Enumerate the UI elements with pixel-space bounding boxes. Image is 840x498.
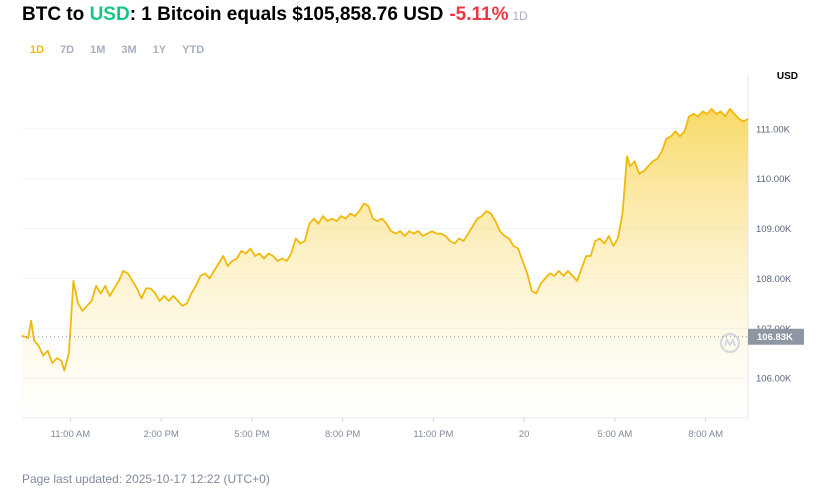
quote-currency-link[interactable]: USD: [89, 4, 130, 25]
x-tick-label: 11:00 AM: [51, 429, 91, 440]
current-price-badge: [748, 328, 804, 345]
tab-7d[interactable]: 7D: [60, 44, 75, 56]
price-line: [21, 108, 749, 372]
x-tick-label: 5:00 AM: [597, 429, 632, 440]
tab-1d[interactable]: 1D: [30, 44, 45, 56]
y-tick-label: 108.00K: [756, 274, 792, 285]
x-tick-label: 5:00 PM: [234, 429, 269, 440]
range-tabs: 1D 7D 1M 3M 1Y YTD: [22, 44, 212, 56]
base-currency: BTC: [22, 4, 62, 25]
x-tick-label: 8:00 AM: [688, 429, 723, 440]
y-tick-label: 110.00K: [756, 174, 791, 185]
y-tick-label: 111.00K: [756, 124, 791, 135]
price-statement: : 1 Bitcoin equals $105,858.76 USD: [129, 4, 444, 25]
tab-3m[interactable]: 3M: [121, 44, 137, 56]
price-change: -5.11%: [449, 4, 509, 25]
tab-1m[interactable]: 1M: [90, 44, 106, 56]
to-word: to: [66, 4, 85, 25]
x-tick-label: 20: [519, 429, 530, 440]
tab-1y[interactable]: 1Y: [152, 44, 167, 56]
current-price-label: 106.83K: [757, 332, 793, 343]
tab-ytd[interactable]: YTD: [182, 44, 205, 56]
price-area: [22, 108, 748, 419]
unit-label: USD: [776, 71, 798, 82]
last-updated: Page last updated: 2025-10-17 12:22 (UTC…: [22, 472, 270, 486]
coinmarketcap-logo-icon: [719, 332, 741, 354]
y-tick-label: 106.00K: [756, 374, 792, 385]
x-tick-label: 11:00 PM: [413, 429, 453, 440]
y-tick-label: 109.00K: [756, 224, 792, 235]
x-tick-label: 8:00 PM: [325, 429, 360, 440]
page-title: BTC to USD: 1 Bitcoin equals $105,858.76…: [22, 4, 528, 30]
change-period: 1D: [512, 9, 528, 23]
x-tick-label: 2:00 PM: [143, 429, 178, 440]
